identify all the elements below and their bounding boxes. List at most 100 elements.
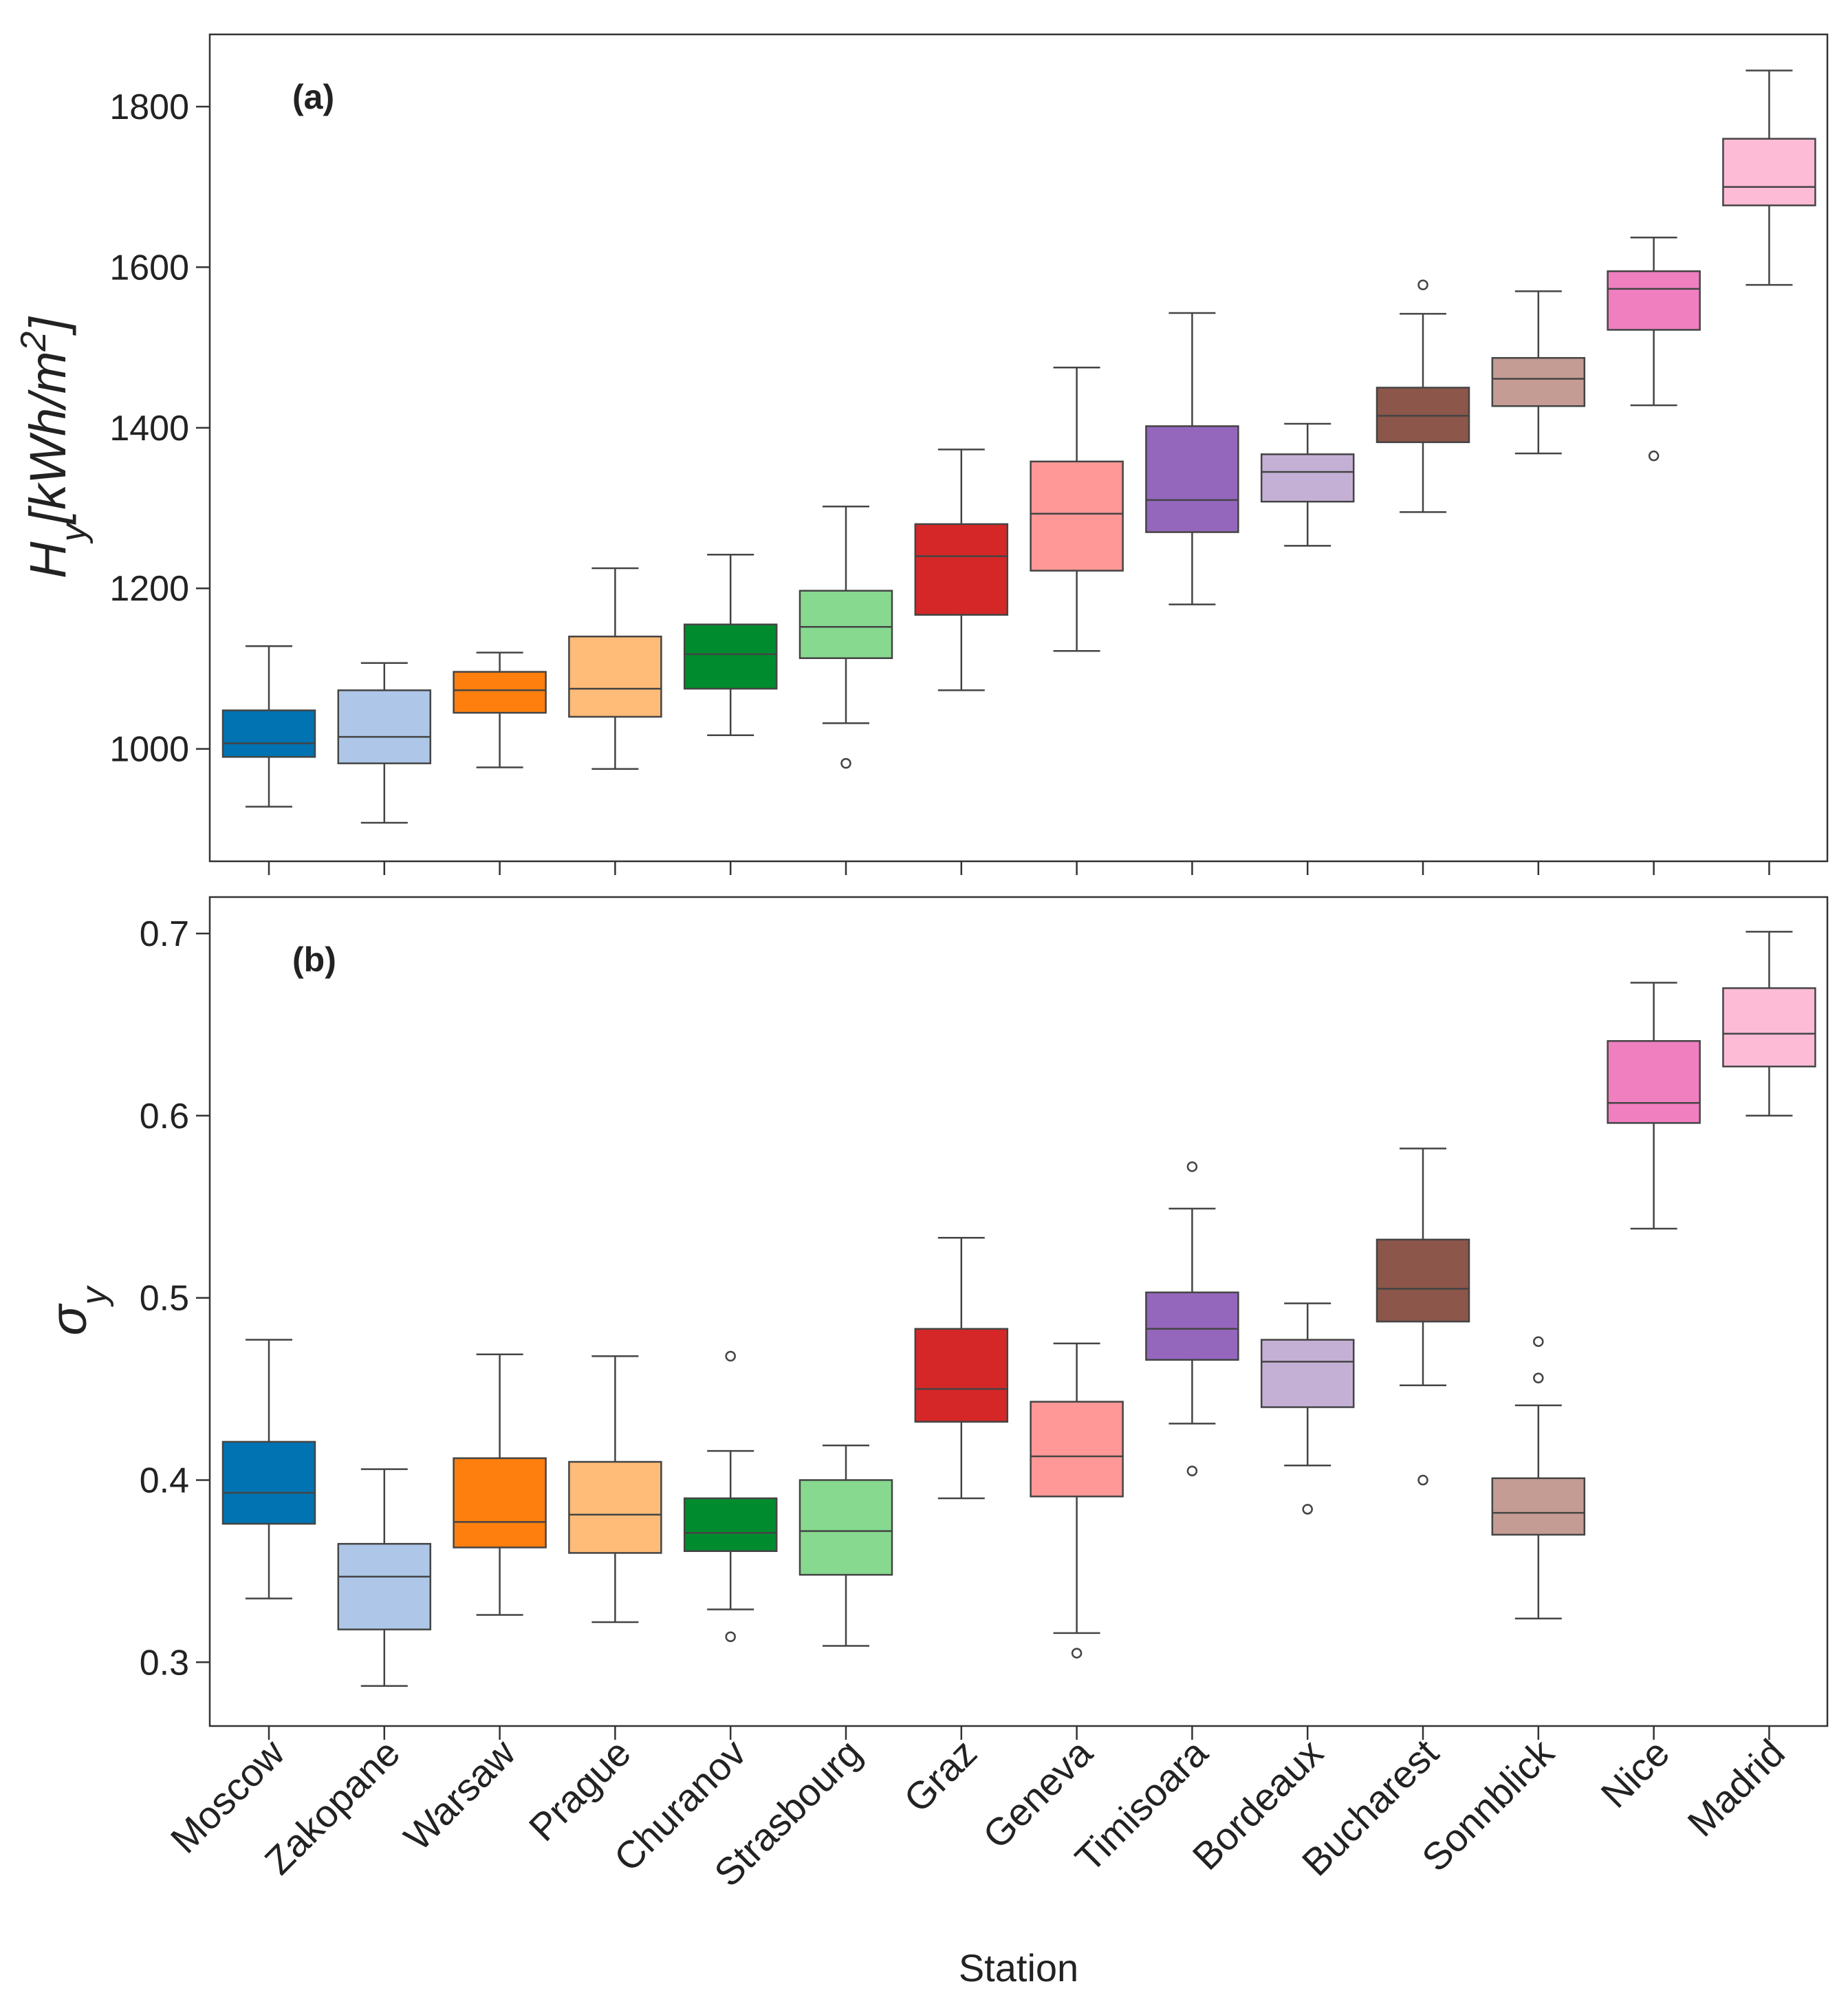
box-a-zakopane [337, 662, 432, 875]
x-axis-categories: MoscowZakopaneWarsawPragueChuranovStrasb… [162, 1730, 1793, 1895]
panel-a-boxes [221, 69, 1816, 875]
ylabel-sub: y [54, 521, 94, 543]
box-b-geneva [1030, 1342, 1124, 1740]
x-axis-label: Station [959, 1946, 1078, 1989]
panel-a-y-label: Hy[kWh/m2] [14, 316, 94, 579]
outlier-point-0 [725, 1350, 736, 1362]
y-tick-label-b-3: 0.6 [140, 1097, 189, 1136]
outlier-point-0 [840, 757, 851, 769]
box-a-prague [568, 567, 662, 875]
panel-b-label: (b) [292, 940, 336, 979]
box-a-madrid [1722, 69, 1816, 875]
box-b-madrid [1722, 931, 1816, 1740]
panel-b: (b) 0.3 0.4 0.5 0.6 0.7 MoscowZakopaneWarsaw… [40, 896, 1829, 1989]
iqr-box [683, 623, 778, 690]
panel-b-frame [208, 896, 1829, 1727]
y-tick-label-b-4: 0.7 [140, 914, 189, 954]
iqr-box [1607, 1039, 1701, 1124]
box-a-bucharest [1376, 279, 1470, 875]
box-b-warsaw [453, 1353, 547, 1740]
iqr-box [337, 689, 432, 764]
sigma-sub: y [74, 1285, 114, 1307]
iqr-box [1722, 987, 1816, 1068]
box-a-graz [914, 449, 1009, 875]
y-tick-label-a-3: 1600 [109, 248, 189, 288]
iqr-box [568, 635, 662, 718]
outlier-point-0 [1186, 1161, 1198, 1172]
iqr-box [798, 590, 893, 660]
box-b-sonnblick [1491, 1336, 1586, 1740]
iqr-box [453, 671, 547, 714]
iqr-box [914, 1328, 1009, 1423]
iqr-box [221, 709, 316, 758]
y-tick-label-a-4: 1800 [109, 87, 189, 127]
outlier-point-0 [1648, 450, 1660, 462]
y-tick-label-a-2: 1400 [109, 409, 189, 449]
x-tick-label-madrid: Madrid [1679, 1731, 1793, 1845]
y-tick-label-b-0: 0.3 [140, 1643, 189, 1683]
panel-b-boxes [221, 931, 1816, 1740]
outlier-point-1 [725, 1631, 736, 1642]
iqr-box [1030, 1401, 1124, 1498]
iqr-box [1145, 425, 1239, 533]
iqr-box [914, 523, 1009, 616]
iqr-box [798, 1479, 893, 1576]
outlier-point-1 [1186, 1465, 1198, 1476]
iqr-box [1030, 460, 1124, 572]
y-tick-label-a-0: 1000 [109, 730, 189, 770]
box-a-bordeaux [1260, 422, 1355, 875]
iqr-box [1260, 1339, 1355, 1408]
box-a-warsaw [453, 651, 547, 875]
x-tick-label-warsaw: Warsaw [395, 1731, 523, 1859]
outlier-point-1 [1533, 1372, 1544, 1383]
panel-a-label: (a) [292, 78, 334, 116]
box-b-graz [914, 1236, 1009, 1740]
panel-a: (a) 1000 1200 1400 1600 1800 Hy[kWh/m2] [14, 33, 1829, 875]
y-tick-label-b-2: 0.5 [140, 1279, 189, 1319]
ylabel-unit-open: [kWh/m [19, 352, 76, 526]
panel-a-y-axis: 1000 1200 1400 1600 1800 [109, 87, 210, 770]
box-b-bucharest [1376, 1147, 1470, 1740]
outlier-point-0 [1071, 1648, 1083, 1659]
iqr-box [1376, 1238, 1470, 1323]
box-b-moscow [221, 1339, 316, 1740]
box-a-sonnblick [1491, 290, 1586, 875]
panel-a-frame [208, 33, 1829, 863]
iqr-box [337, 1542, 432, 1630]
x-tick-label-graz: Graz [895, 1731, 985, 1820]
iqr-box [1722, 138, 1816, 206]
iqr-box [221, 1441, 316, 1525]
ylabel-sup: 2 [14, 332, 54, 352]
outlier-point-0 [1417, 1474, 1428, 1486]
iqr-box [683, 1497, 778, 1553]
outlier-point-0 [1417, 279, 1428, 290]
box-a-timisoara [1145, 312, 1239, 875]
iqr-box [1260, 453, 1355, 503]
x-tick-label-nice: Nice [1592, 1731, 1677, 1816]
box-b-zakopane [337, 1468, 432, 1740]
y-tick-label-b-1: 0.4 [140, 1460, 189, 1500]
box-b-bordeaux [1260, 1302, 1355, 1740]
box-a-nice [1607, 236, 1701, 875]
ylabel-base: H [19, 541, 76, 579]
box-b-churanov [683, 1350, 778, 1740]
box-b-strasbourg [798, 1444, 893, 1740]
box-a-moscow [221, 645, 316, 875]
iqr-box [568, 1460, 662, 1554]
iqr-box [1145, 1291, 1239, 1361]
iqr-box [1491, 357, 1586, 407]
panel-b-y-axis: 0.3 0.4 0.5 0.6 0.7 [140, 914, 210, 1683]
box-a-geneva [1030, 367, 1124, 875]
iqr-box [453, 1457, 547, 1549]
panel-b-y-label: σy [40, 1285, 114, 1336]
sigma-base: σ [40, 1303, 97, 1335]
x-tick-label-prague: Prague [521, 1731, 639, 1849]
iqr-box [1607, 270, 1701, 331]
outlier-point-0 [1302, 1504, 1313, 1515]
box-b-prague [568, 1355, 662, 1740]
box-b-timisoara [1145, 1161, 1239, 1740]
iqr-box [1491, 1477, 1586, 1536]
y-tick-label-a-1: 1200 [109, 569, 189, 609]
outlier-point-0 [1533, 1336, 1544, 1347]
